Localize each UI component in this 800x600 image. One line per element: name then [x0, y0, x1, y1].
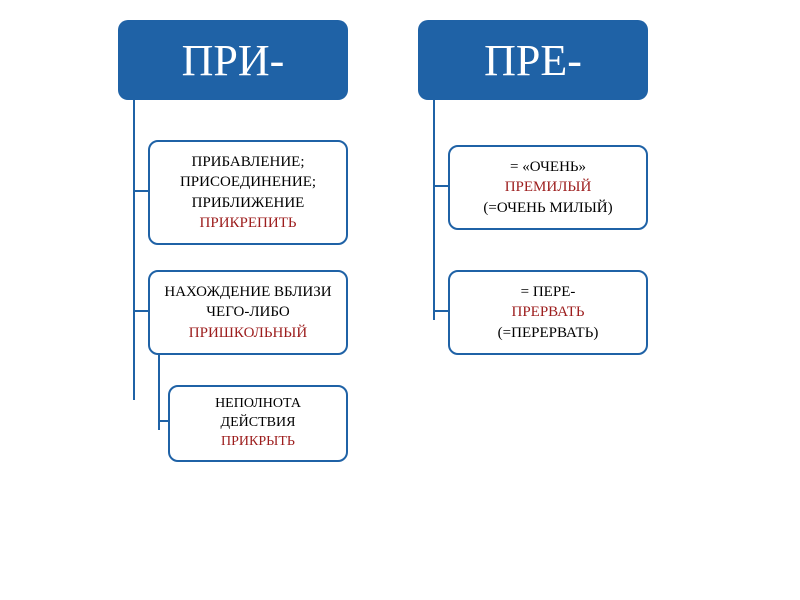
pre-box2-line2: (=ПЕРЕРВАТЬ) [458, 323, 638, 343]
pri-header-text: ПРИ- [182, 35, 285, 86]
pri-subtrunk [158, 350, 160, 430]
pre-trunk [433, 100, 435, 320]
pre-branch-2 [433, 310, 448, 312]
pri-box1-line3: ПРИБЛИЖЕНИЕ [158, 193, 338, 213]
pri-box2-line1: НАХОЖДЕНИЕ ВБЛИЗИ ЧЕГО-ЛИБО [158, 282, 338, 323]
pri-box3-line1: НЕПОЛНОТА [176, 395, 340, 414]
pri-box-3: НЕПОЛНОТА ДЕЙСТВИЯ ПРИКРЫТЬ [168, 385, 348, 462]
pre-box-2: = ПЕРЕ- ПРЕРВАТЬ (=ПЕРЕРВАТЬ) [448, 270, 648, 355]
pre-branch-1 [433, 185, 448, 187]
pre-box2-example: ПРЕРВАТЬ [458, 302, 638, 322]
pre-header: ПРЕ- [418, 20, 648, 100]
pri-box-1: ПРИБАВЛЕНИЕ; ПРИСОЕДИНЕНИЕ; ПРИБЛИЖЕНИЕ … [148, 140, 348, 245]
pri-branch-2 [133, 310, 148, 312]
pri-box3-line2: ДЕЙСТВИЯ [176, 414, 340, 433]
pri-branch-1 [133, 190, 148, 192]
pre-box1-line2: (=ОЧЕНЬ МИЛЫЙ) [458, 198, 638, 218]
pre-box-1: = «ОЧЕНЬ» ПРЕМИЛЫЙ (=ОЧЕНЬ МИЛЫЙ) [448, 145, 648, 230]
pri-trunk [133, 100, 135, 400]
pre-header-text: ПРЕ- [484, 35, 582, 86]
pri-box-2: НАХОЖДЕНИЕ ВБЛИЗИ ЧЕГО-ЛИБО ПРИШКОЛЬНЫЙ [148, 270, 348, 355]
pre-box1-example: ПРЕМИЛЫЙ [458, 177, 638, 197]
pre-box2-line1: = ПЕРЕ- [458, 282, 638, 302]
pri-box1-example: ПРИКРЕПИТЬ [158, 213, 338, 233]
pri-header: ПРИ- [118, 20, 348, 100]
pri-box1-line1: ПРИБАВЛЕНИЕ; [158, 152, 338, 172]
pri-box3-example: ПРИКРЫТЬ [176, 433, 340, 452]
pri-box1-line2: ПРИСОЕДИНЕНИЕ; [158, 172, 338, 192]
pre-box1-line1: = «ОЧЕНЬ» [458, 157, 638, 177]
pri-branch-3 [158, 420, 168, 422]
pri-box2-example: ПРИШКОЛЬНЫЙ [158, 323, 338, 343]
pre-column: ПРЕ- = «ОЧЕНЬ» ПРЕМИЛЫЙ (=ОЧЕНЬ МИЛЫЙ) =… [418, 20, 648, 100]
pri-column: ПРИ- ПРИБАВЛЕНИЕ; ПРИСОЕДИНЕНИЕ; ПРИБЛИЖ… [118, 20, 348, 100]
